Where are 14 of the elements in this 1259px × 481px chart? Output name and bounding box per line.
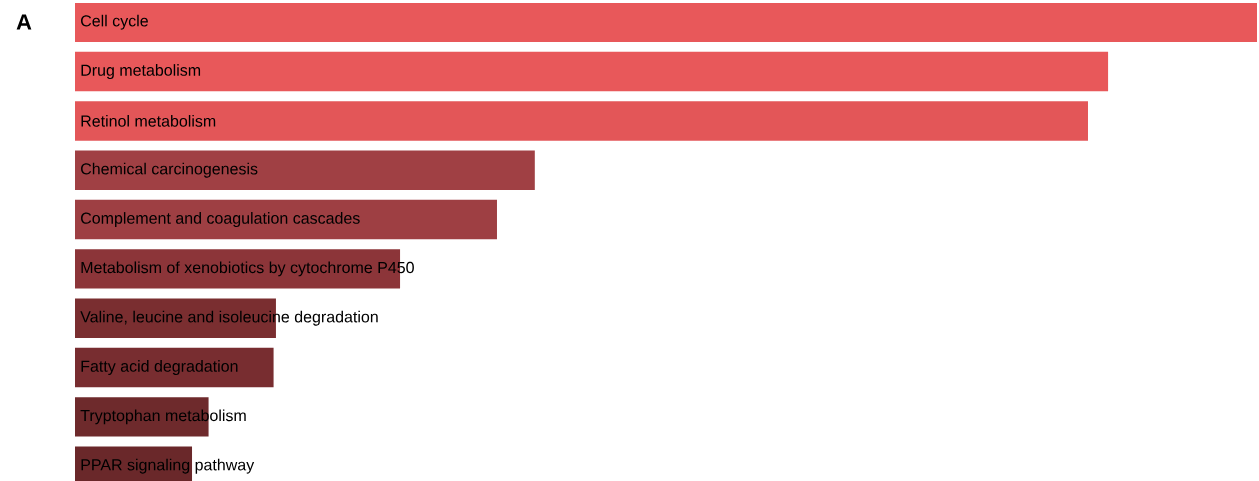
bar xyxy=(75,347,274,388)
bar xyxy=(75,199,497,240)
y-tick-label: PPAR signaling pathway xyxy=(81,458,255,474)
bar xyxy=(75,2,1258,42)
text: A xyxy=(16,14,32,30)
bar xyxy=(75,101,1088,141)
y-tick-label: Fatty acid degradation xyxy=(81,360,238,376)
y-tick-label: Retinol metabolism xyxy=(81,115,216,127)
bar xyxy=(75,51,1109,92)
bar xyxy=(75,150,535,190)
y-tick-label: Chemical carcinogenesis xyxy=(81,162,258,178)
y-tick-label: Complement and coagulation cascades xyxy=(81,212,360,228)
y-tick-label: Drug metabolism xyxy=(81,64,201,80)
y-tick-label: Cell cycle xyxy=(81,14,148,30)
